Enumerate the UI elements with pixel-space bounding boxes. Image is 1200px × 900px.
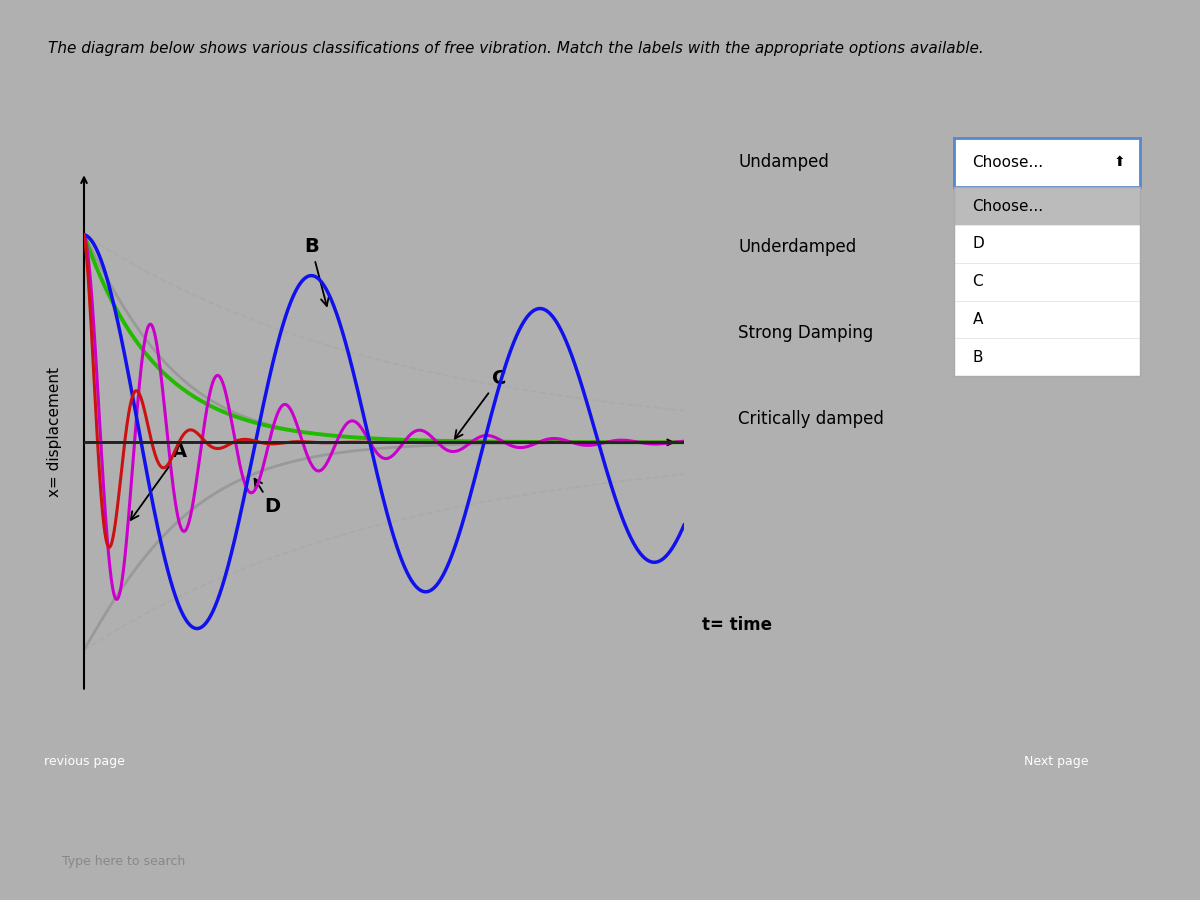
Text: Next page: Next page [1024,755,1088,768]
Text: C: C [455,369,506,438]
Text: x= displacement: x= displacement [47,367,61,497]
Text: Critically damped: Critically damped [738,410,884,427]
Text: The diagram below shows various classifications of free vibration. Match the lab: The diagram below shows various classifi… [48,40,984,56]
Bar [954,187,1140,225]
Text: D: D [254,479,280,516]
Text: Strong Damping: Strong Damping [738,324,874,342]
Text: A: A [973,312,983,327]
Text: A: A [131,442,187,520]
Text: B: B [973,350,983,365]
Text: Undamped: Undamped [738,153,829,171]
Text: Choose...: Choose... [973,199,1044,213]
Text: ⬆: ⬆ [1114,156,1126,169]
Text: D: D [973,237,984,251]
Text: t= time: t= time [702,616,772,634]
Text: Type here to search: Type here to search [62,855,185,868]
Text: Underdamped: Underdamped [738,238,857,256]
Text: revious page: revious page [43,755,125,768]
Text: B: B [304,238,329,306]
Text: Choose...: Choose... [973,155,1044,170]
Text: C: C [973,274,983,289]
